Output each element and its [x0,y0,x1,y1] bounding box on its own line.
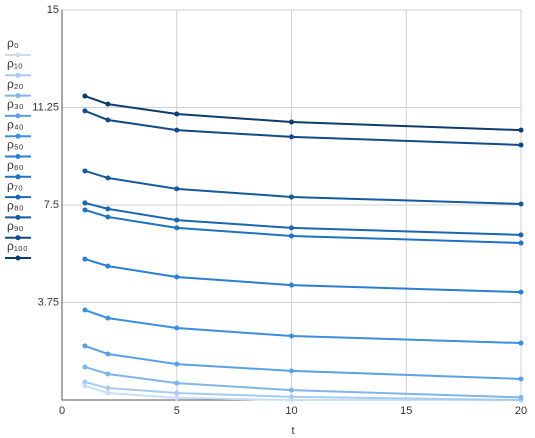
data-point [518,127,524,133]
x-tick-label: 20 [515,405,527,417]
legend-marker [15,235,21,241]
data-point [82,108,88,114]
x-tick-label: 10 [285,405,297,417]
series-line [84,95,522,132]
series-line [84,258,522,294]
data-point [289,225,294,231]
data-point [105,206,111,212]
legend-label: ρ₈₀ [7,199,24,213]
data-point [174,380,180,386]
data-point [105,390,111,396]
data-point [82,343,88,349]
legend-marker [15,214,21,220]
data-point [105,175,111,181]
data-point [174,325,180,331]
data-point [289,119,294,125]
data-point [518,240,524,246]
series-line [84,344,522,380]
data-point [289,233,294,239]
data-point [82,200,88,206]
x-tick-label: 5 [174,405,180,417]
data-point [174,390,180,396]
legend-marker [15,52,21,58]
data-point [289,394,294,400]
legend-label: ρ₉₀ [7,219,24,233]
data-point [105,351,111,357]
data-point [174,127,180,133]
y-tick-label: 3.75 [38,296,59,308]
legend-marker [15,194,21,200]
legend-marker [15,154,21,159]
data-point [289,194,294,200]
data-point [174,361,180,367]
series-line [84,201,522,236]
data-point [82,93,88,99]
data-point [105,117,111,123]
data-point [289,333,294,339]
data-point [518,142,524,148]
data-point [289,282,294,288]
legend-marker [15,174,21,180]
data-point [174,217,180,223]
data-point [518,376,524,382]
legend-marker [15,255,21,261]
data-point [518,232,524,238]
data-point [105,371,111,377]
legend-label: ρ₃₀ [7,97,24,111]
data-point [105,263,111,269]
legend-label: ρ₅₀ [7,138,24,152]
data-point [518,394,524,400]
legend-label: ρ₁₀ [7,56,23,70]
data-point [289,134,294,140]
data-point [174,395,180,401]
legend-label: ρ₀ [7,36,19,50]
legend-marker [15,72,21,78]
data-point [289,387,294,393]
data-point [105,385,111,391]
data-point [82,256,88,262]
data-point [174,225,180,231]
data-point [174,111,180,117]
data-point [82,307,88,313]
data-point [174,186,180,192]
legend-label: ρ₁₀₀ [7,239,28,253]
y-tick-label: 7.5 [44,199,59,211]
legend-label: ρ₇₀ [7,178,23,192]
legend-label: ρ₂₀ [7,77,23,91]
data-point [82,379,88,385]
data-point [289,368,294,374]
legend-marker [15,93,21,99]
x-tick-label: 15 [400,405,412,417]
data-point [105,214,111,220]
legend-marker [15,113,21,119]
data-point [518,289,524,295]
y-tick-label: 15 [47,4,59,16]
data-point [105,315,111,321]
x-tick-label: 0 [59,405,65,417]
series-line [84,169,522,205]
data-point [82,364,88,370]
y-tick-label: 11.25 [32,101,59,113]
legend-label: ρ₄₀ [7,117,24,131]
data-point [518,201,524,207]
series-line [84,309,522,345]
data-point [82,383,88,389]
legend-marker [15,133,21,139]
data-point [105,101,111,107]
data-point [82,207,88,213]
data-point [174,274,180,280]
data-point [82,168,88,174]
x-axis-label: t [291,425,294,437]
data-point [518,340,524,346]
legend-label: ρ₆₀ [7,158,24,172]
